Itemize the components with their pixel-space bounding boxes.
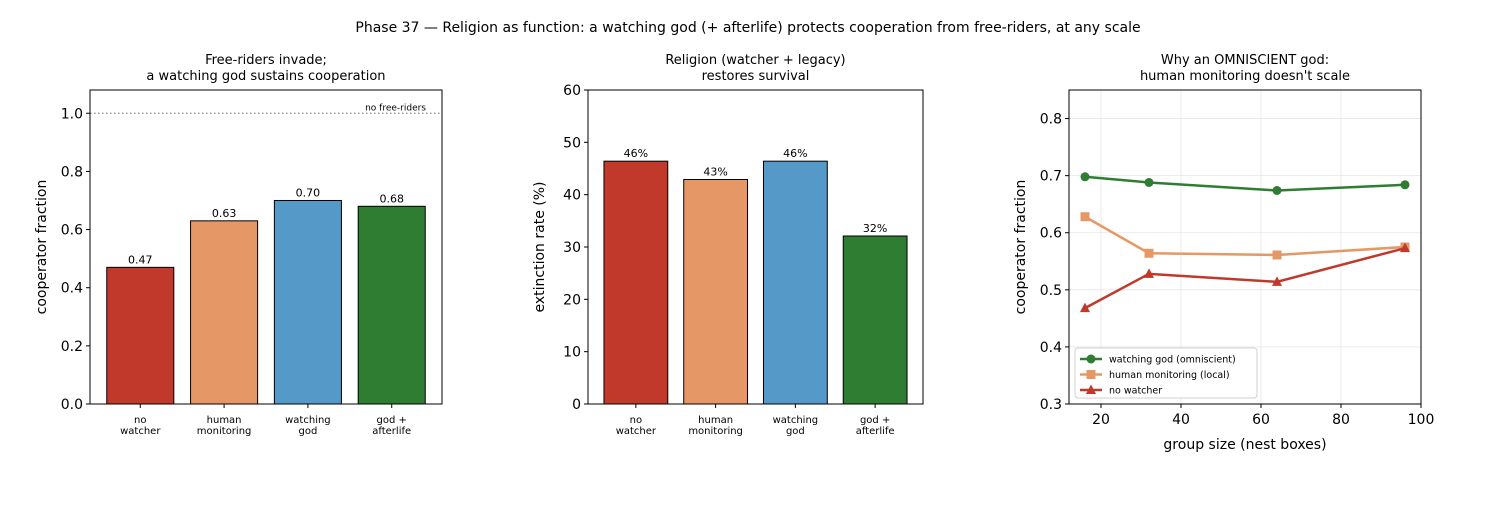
scale-series-0-point-0	[1080, 172, 1090, 182]
scale-series-line-1	[1084, 215, 1406, 257]
coop-bar-3	[357, 205, 426, 405]
ext-data-label-1: 43%	[703, 165, 727, 178]
ext-data-label-2: 46%	[783, 147, 807, 160]
scale-legend-marker-2	[1086, 384, 1096, 394]
ext-title-line: restores survival	[702, 69, 810, 84]
coop-ytick-label: 0.6	[61, 223, 83, 239]
scale-ylabel: cooperator fraction	[1013, 180, 1029, 315]
scale-legend-marker-1	[1086, 370, 1096, 379]
ext-ylabel: extinction rate (%)	[532, 182, 548, 313]
coop-reference-label: no free-riders	[365, 103, 426, 113]
scale-series-2-point-0	[1080, 302, 1090, 313]
scale-legend-label-0: watching god (omniscient)	[1109, 355, 1236, 366]
scale-xtick-label: 100	[1408, 412, 1435, 428]
ext-category-label-1: monitoring	[688, 426, 743, 437]
ext-data-label-3: 32%	[863, 222, 887, 235]
coop-title-line: Free-riders invade;	[205, 53, 327, 68]
coop-bar-1	[190, 220, 259, 405]
scale-series-1-point-1	[1144, 248, 1154, 258]
coop-data-label-0: 0.47	[128, 253, 153, 266]
figure-suptitle: Phase 37 — Religion as function: a watch…	[355, 20, 1140, 36]
scale-ytick-label: 0.4	[1040, 340, 1062, 356]
ext-data-label-0: 46%	[624, 147, 648, 160]
coop-category-label-1: human	[207, 415, 242, 426]
scale-frame	[1068, 89, 1422, 405]
coop-bar-2	[273, 199, 342, 405]
coop-category-label-2: god	[298, 426, 317, 437]
scale-series-line-0	[1084, 175, 1406, 192]
scale-ytick-label: 0.6	[1040, 226, 1062, 242]
coop-ytick-label: 1.0	[61, 106, 83, 122]
scale-ytick-label: 0.8	[1040, 112, 1062, 128]
scale-legend: watching god (omniscient) human monitorin…	[1074, 347, 1258, 399]
ext-bar-2	[762, 160, 828, 405]
ext-category-label-2: god	[786, 426, 805, 437]
scale-series-0-point-3	[1400, 180, 1410, 190]
ext-ytick-label: 0	[572, 397, 581, 413]
ext-ytick-label: 20	[563, 292, 581, 308]
scale-ytick-label: 0.7	[1040, 169, 1062, 185]
coop-category-label-1: monitoring	[197, 426, 252, 437]
panel-cooperation-bars: Free-riders invade;a watching god sustai…	[34, 53, 443, 437]
coop-category-label-2: watching	[285, 415, 331, 426]
scale-series-1-point-0	[1080, 212, 1090, 222]
scale-xlabel: group size (nest boxes)	[1163, 437, 1326, 453]
scale-ytick-label: 0.3	[1040, 397, 1062, 413]
ext-category-label-3: afterlife	[856, 426, 895, 437]
coop-bar-0	[106, 266, 175, 405]
scale-legend-label-1: human monitoring (local)	[1109, 370, 1230, 381]
coop-title-line: a watching god sustains cooperation	[146, 69, 385, 84]
scale-series-1-point-2	[1272, 250, 1282, 260]
ext-bar-1	[683, 178, 749, 405]
scale-series-2-point-3	[1400, 242, 1410, 253]
scale-legend-box	[1074, 347, 1258, 399]
coop-ytick-label: 0.0	[61, 397, 83, 413]
scale-series-2-point-1	[1144, 268, 1154, 278]
coop-ytick-label: 0.2	[61, 339, 83, 355]
scale-series-0-point-2	[1272, 185, 1282, 195]
ext-ytick-label: 40	[563, 188, 581, 204]
ext-category-label-2: watching	[773, 415, 819, 426]
ext-ytick-label: 30	[563, 240, 581, 256]
scale-series-2-point-2	[1272, 276, 1282, 286]
coop-data-label-1: 0.63	[212, 207, 237, 220]
ext-category-label-0: no	[630, 415, 642, 426]
ext-frame	[587, 89, 924, 405]
ext-category-label-0: watcher	[616, 426, 657, 437]
scale-ytick-label: 0.5	[1040, 283, 1062, 299]
coop-category-label-0: no	[134, 415, 146, 426]
coop-frame	[89, 89, 443, 405]
ext-bar-3	[842, 235, 908, 405]
scale-xtick-label: 60	[1252, 412, 1270, 428]
scale-legend-marker-0	[1086, 354, 1096, 364]
coop-ylabel: cooperator fraction	[34, 180, 50, 315]
panel-group-size-lines: Why an OMNISCIENT god:human monitoring d…	[1013, 53, 1434, 453]
scale-xtick-label: 80	[1332, 412, 1350, 428]
scale-title-line: human monitoring doesn't scale	[1140, 69, 1350, 84]
coop-data-label-2: 0.70	[296, 186, 321, 199]
scale-xtick-label: 20	[1092, 412, 1110, 428]
ext-bar-0	[603, 160, 669, 405]
ext-category-label-3: god +	[860, 415, 890, 426]
scale-xtick-label: 40	[1172, 412, 1190, 428]
scale-legend-label-2: no watcher	[1109, 386, 1162, 397]
coop-ytick-label: 0.8	[61, 164, 83, 180]
coop-category-label-0: watcher	[120, 426, 161, 437]
scale-series-0-point-1	[1144, 177, 1154, 187]
coop-category-label-3: afterlife	[372, 426, 411, 437]
ext-ytick-label: 10	[563, 345, 581, 361]
scale-series-line-2	[1084, 246, 1406, 310]
ext-ytick-label: 60	[563, 83, 581, 99]
ext-ytick-label: 50	[563, 135, 581, 151]
ext-title-line: Religion (watcher + legacy)	[665, 53, 845, 68]
ext-category-label-1: human	[698, 415, 733, 426]
coop-category-label-3: god +	[377, 415, 407, 426]
scale-title-line: Why an OMNISCIENT god:	[1161, 53, 1329, 68]
coop-ytick-label: 0.4	[61, 281, 83, 297]
coop-data-label-3: 0.68	[379, 192, 404, 205]
panel-extinction-bars: Religion (watcher + legacy)restores surv…	[532, 53, 924, 437]
